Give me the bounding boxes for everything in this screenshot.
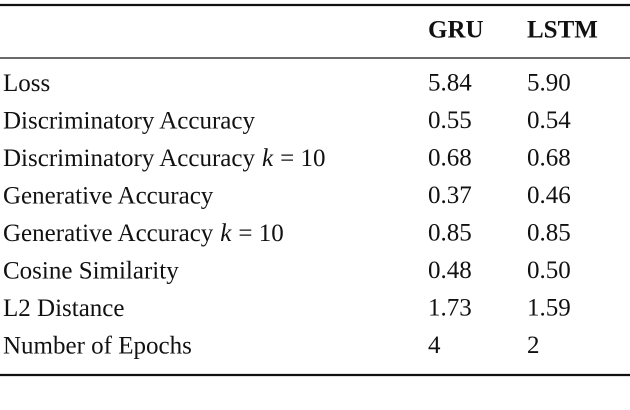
cell-value: 0.37 <box>428 182 472 209</box>
row-label: Number of Epochs <box>3 332 192 359</box>
row-label: L2 Distance <box>3 295 124 322</box>
cell-value: 0.55 <box>428 107 472 134</box>
cell-value: 0.48 <box>428 257 472 284</box>
cell-value: 0.85 <box>527 220 571 247</box>
cell-value: 5.84 <box>428 70 472 97</box>
cell-value: 1.59 <box>527 295 571 322</box>
row-label-text: Cosine Similarity <box>3 257 179 284</box>
row-label-variable: k <box>262 145 274 172</box>
cell-value: 4 <box>428 332 441 359</box>
row-label-text: Number of Epochs <box>3 332 192 359</box>
column-header: LSTM <box>527 17 598 44</box>
row-label: Loss <box>3 70 50 97</box>
row-label: Discriminatory Accuracy k = 10 <box>3 145 325 172</box>
row-label-text: Generative Accuracy <box>3 182 214 209</box>
row-label-text: Discriminatory Accuracy <box>3 145 255 172</box>
row-label-text: L2 Distance <box>3 295 124 322</box>
cell-value: 0.68 <box>527 145 571 172</box>
cell-value: 0.50 <box>527 257 571 284</box>
cell-value: 1.73 <box>428 295 472 322</box>
row-label: Cosine Similarity <box>3 257 179 284</box>
cell-value: 0.68 <box>428 145 472 172</box>
row-label-suffix: = 10 <box>238 220 283 247</box>
cell-value: 0.85 <box>428 220 472 247</box>
row-label-variable: k <box>220 220 232 247</box>
row-label-text: Generative Accuracy <box>3 220 214 247</box>
row-label-suffix: = 10 <box>280 145 325 172</box>
cell-value: 0.46 <box>527 182 571 209</box>
row-label: Generative Accuracy k = 10 <box>3 220 284 247</box>
column-header: GRU <box>428 17 484 44</box>
row-label-text: Loss <box>3 70 50 97</box>
cell-value: 0.54 <box>527 107 571 134</box>
cell-value: 2 <box>527 332 540 359</box>
cell-value: 5.90 <box>527 70 571 97</box>
row-label-text: Discriminatory Accuracy <box>3 107 255 134</box>
row-label: Generative Accuracy <box>3 182 214 209</box>
row-label: Discriminatory Accuracy <box>3 107 255 134</box>
